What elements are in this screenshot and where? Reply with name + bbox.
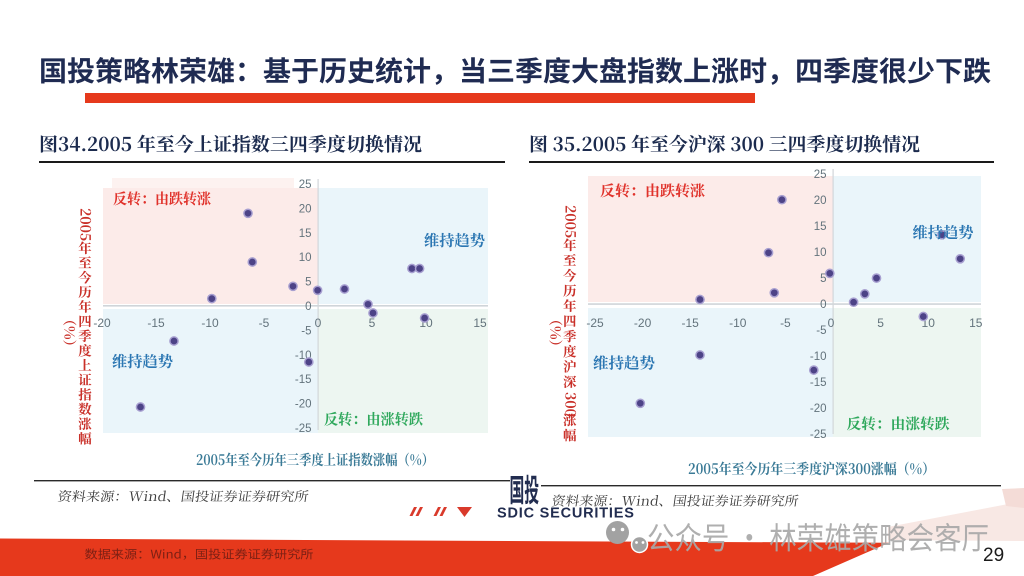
svg-text:-5: -5 <box>816 325 826 337</box>
svg-text:-5: -5 <box>259 316 270 330</box>
svg-text:-10: -10 <box>810 351 827 363</box>
svg-text:-20: -20 <box>810 403 827 415</box>
svg-text:-20: -20 <box>634 316 652 330</box>
svg-text:-25: -25 <box>295 423 312 435</box>
svg-text:25: 25 <box>814 169 827 181</box>
svg-text:5: 5 <box>305 277 311 289</box>
svg-text:10: 10 <box>299 252 312 264</box>
svg-text:20: 20 <box>299 203 312 215</box>
svg-text:SDIC SECURITIES: SDIC SECURITIES <box>497 506 635 522</box>
svg-text:-15: -15 <box>295 374 312 386</box>
svg-text:20: 20 <box>814 195 827 207</box>
svg-text:5: 5 <box>369 316 376 330</box>
svg-text:15: 15 <box>473 316 487 330</box>
svg-text:-5: -5 <box>301 325 311 337</box>
svg-text:0: 0 <box>305 301 311 313</box>
svg-text:-25: -25 <box>810 429 827 441</box>
svg-text:15: 15 <box>299 228 312 240</box>
svg-text:25: 25 <box>299 179 312 191</box>
svg-text:-20: -20 <box>93 316 111 330</box>
svg-text:29: 29 <box>983 545 1004 566</box>
svg-text:0: 0 <box>315 316 322 330</box>
svg-text:0: 0 <box>820 299 826 311</box>
svg-text:0: 0 <box>828 316 835 330</box>
svg-text:5: 5 <box>820 273 826 285</box>
svg-text:15: 15 <box>969 316 983 330</box>
svg-text:15: 15 <box>814 221 827 233</box>
svg-text:-10: -10 <box>729 316 747 330</box>
svg-text:-15: -15 <box>810 377 827 389</box>
svg-text:10: 10 <box>814 247 827 259</box>
svg-text:-5: -5 <box>780 316 791 330</box>
svg-text:5: 5 <box>877 316 884 330</box>
svg-text:-15: -15 <box>682 316 700 330</box>
svg-text:-20: -20 <box>295 399 312 411</box>
svg-text:-10: -10 <box>201 316 219 330</box>
svg-text:-25: -25 <box>586 316 604 330</box>
svg-text:-15: -15 <box>147 316 165 330</box>
